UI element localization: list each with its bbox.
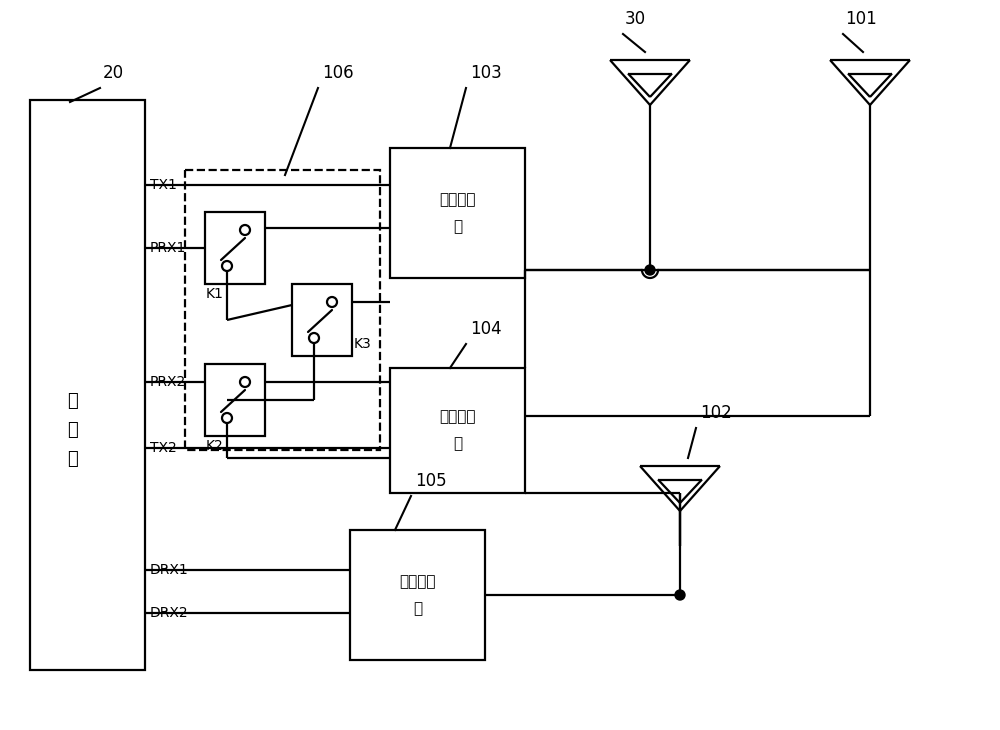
Circle shape — [240, 225, 250, 235]
Text: 收
发
机: 收 发 机 — [67, 392, 77, 468]
Text: 第一双工
器: 第一双工 器 — [439, 192, 476, 234]
Text: 105: 105 — [415, 472, 447, 490]
Bar — [205, 212, 265, 284]
Bar — [30, 100, 145, 670]
Text: 103: 103 — [470, 64, 502, 82]
Text: 第二双工
器: 第二双工 器 — [439, 410, 476, 451]
Bar — [292, 284, 352, 356]
Circle shape — [309, 333, 319, 343]
Circle shape — [645, 265, 655, 275]
Text: TX2: TX2 — [150, 441, 177, 455]
Text: 20: 20 — [103, 64, 124, 82]
Text: K3: K3 — [354, 337, 372, 351]
Circle shape — [222, 261, 232, 271]
Text: PRX2: PRX2 — [150, 375, 186, 389]
Circle shape — [327, 297, 337, 307]
Bar — [350, 530, 485, 660]
Text: DRX2: DRX2 — [150, 606, 189, 620]
Text: 102: 102 — [700, 404, 732, 422]
Bar — [185, 170, 380, 450]
Text: 106: 106 — [322, 64, 354, 82]
Text: DRX1: DRX1 — [150, 563, 189, 577]
Text: 101: 101 — [845, 10, 877, 28]
Text: K2: K2 — [206, 439, 224, 453]
Circle shape — [240, 377, 250, 387]
Text: K1: K1 — [206, 287, 224, 301]
Bar — [390, 368, 525, 493]
Text: TX1: TX1 — [150, 178, 177, 192]
Text: 104: 104 — [470, 320, 502, 338]
Text: 30: 30 — [625, 10, 646, 28]
Circle shape — [222, 413, 232, 423]
Text: 第三双工
器: 第三双工 器 — [399, 574, 436, 616]
Bar — [390, 148, 525, 278]
Bar — [205, 364, 265, 436]
Text: PRX1: PRX1 — [150, 241, 186, 255]
Circle shape — [675, 590, 685, 600]
